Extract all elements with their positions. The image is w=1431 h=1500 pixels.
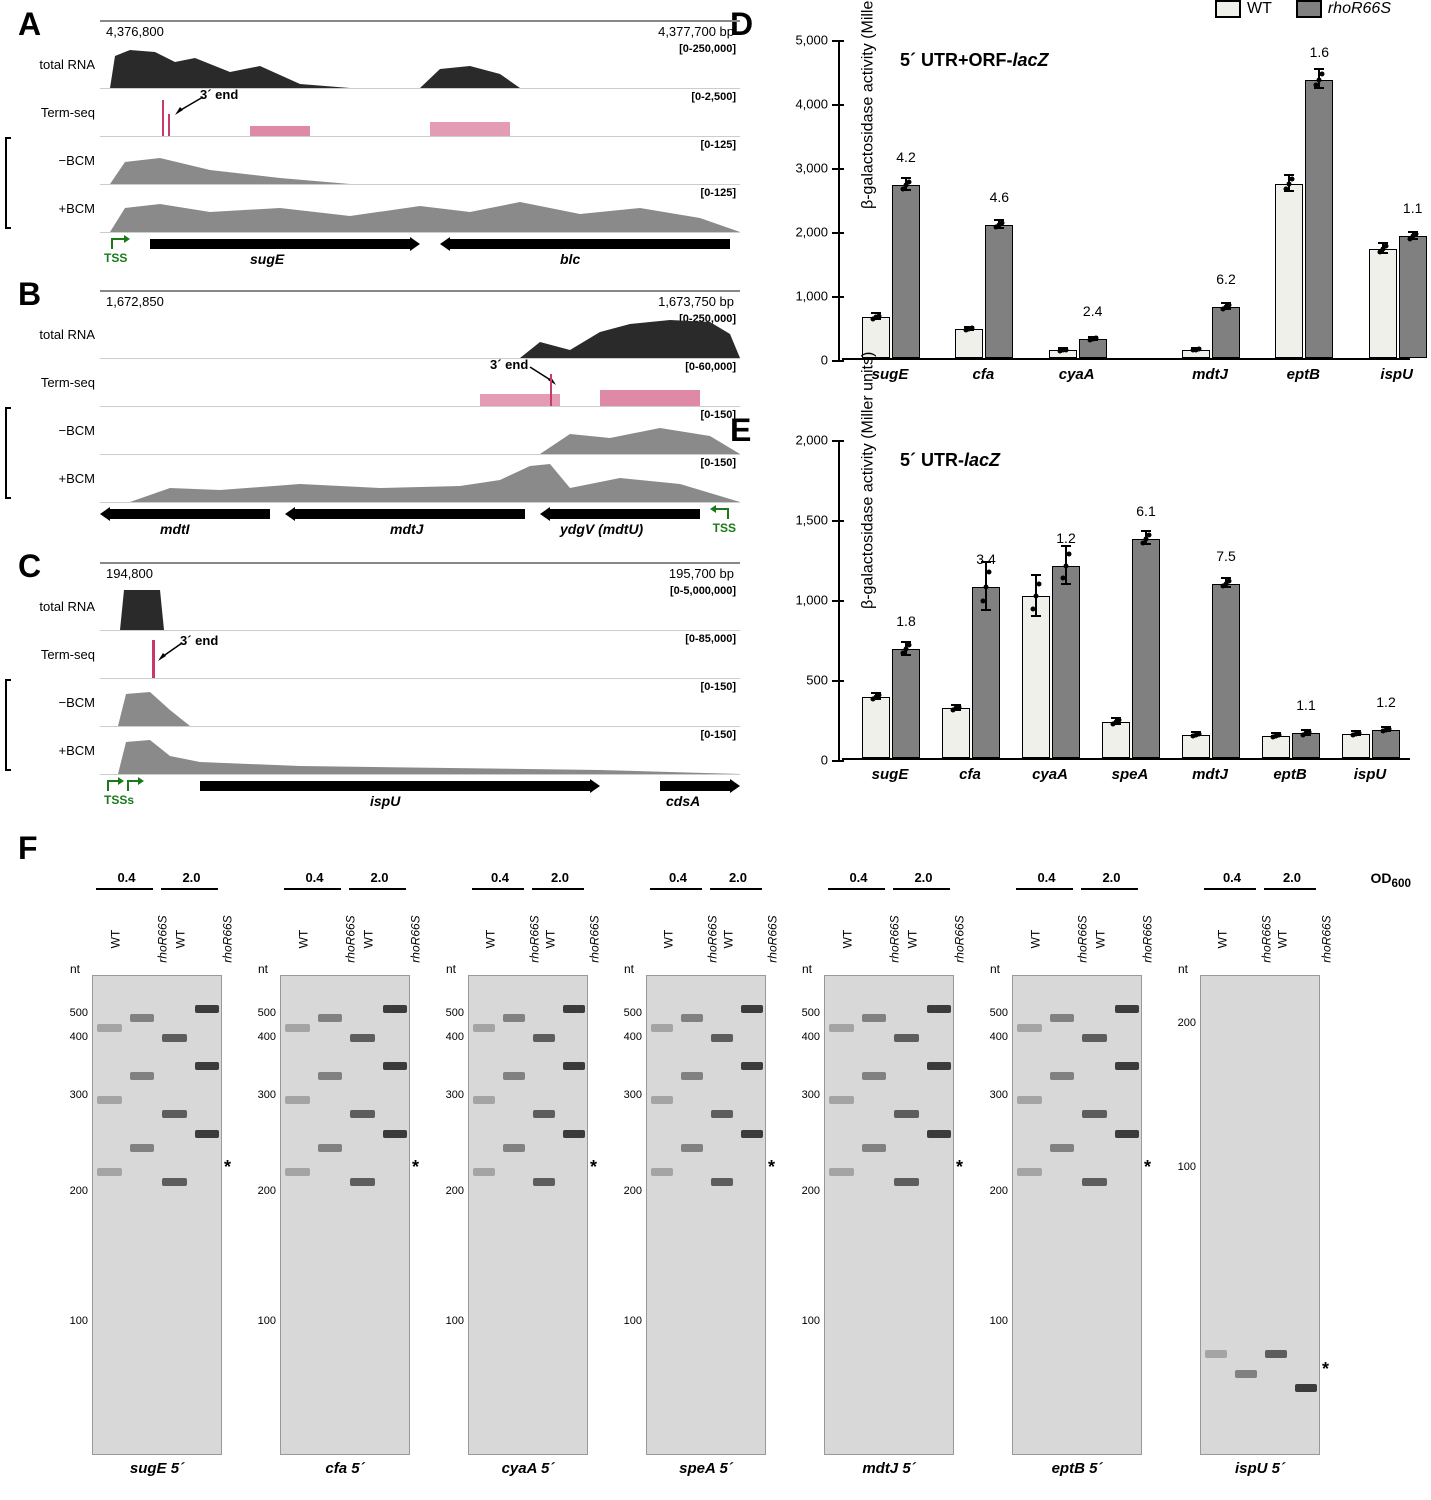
gene-annot-row: TSS sugE blc: [100, 233, 740, 267]
track-plus-bcm: +BCM [0-125]: [100, 185, 740, 233]
blot-mdtJ: 0.42.0WTrhoR66SWTrhoR66Snt50040030020010…: [782, 870, 962, 1490]
peaks-svg: [100, 44, 740, 88]
bar-wt: [1342, 734, 1370, 758]
peaks-svg: [100, 92, 740, 136]
chart-d: β-galactosidase activity (Miller units) …: [780, 40, 1410, 390]
plot-area: 4.2sugE4.6cfa2.4cyaA6.2mdtJ1.6eptB1.1isp…: [842, 40, 1410, 360]
genome-panel-c: 194,800 195,700 bp total RNA [0-5,000,00…: [100, 562, 740, 809]
bar-mut: [892, 649, 920, 758]
od-label: OD600: [1371, 870, 1411, 890]
bar-mut: [1212, 307, 1240, 358]
panel-label-f: F: [18, 830, 38, 867]
genome-panel-a: 4,376,800 4,377,700 bp total RNA [0-250,…: [100, 20, 740, 267]
bar-mut: [1305, 80, 1333, 358]
bar-wt: [1102, 722, 1130, 758]
tss-arrow-icon: [110, 235, 130, 251]
legend-box-wt: [1215, 0, 1241, 18]
blot-speA: 0.42.0WTrhoR66SWTrhoR66Snt50040030020010…: [604, 870, 774, 1490]
bar-mut: [892, 185, 920, 358]
chart-e: β-galactosidase activity (Miller units) …: [780, 440, 1410, 790]
bar-wt: [1369, 249, 1397, 358]
bar-wt: [1262, 736, 1290, 758]
bar-mut: [1052, 566, 1080, 758]
bar-mut: [1212, 584, 1240, 758]
y-axis: β-galactosidase activity (Miller units) …: [780, 40, 840, 360]
bar-mut: [1292, 733, 1320, 758]
bar-wt: [1022, 596, 1050, 758]
bar-wt: [955, 329, 983, 358]
coord-start: 4,376,800: [106, 24, 164, 39]
blot-cfa: 0.42.0WTrhoR66SWTrhoR66Snt50040030020010…: [238, 870, 418, 1490]
bar-mut: [1079, 339, 1107, 358]
blot-sugE: 0.42.0WTrhoR66SWTrhoR66Snt50040030020010…: [50, 870, 230, 1490]
blot-ispU: 0.42.0WTrhoR66SWTrhoR66Snt200100*ispU 5´: [1158, 870, 1328, 1490]
blot-cyaA: 0.42.0WTrhoR66SWTrhoR66Snt50040030020010…: [426, 870, 596, 1490]
track-minus-bcm: −BCM [0-125]: [100, 137, 740, 185]
legend: WT rhoR66S: [1215, 0, 1391, 18]
bar-mut: [1399, 236, 1427, 358]
bar-mut: [1132, 539, 1160, 758]
bar-wt: [942, 708, 970, 758]
bar-mut: [972, 587, 1000, 758]
bar-wt: [1275, 184, 1303, 358]
bar-wt: [1182, 735, 1210, 758]
coord-end: 4,377,700 bp: [658, 24, 734, 39]
panel-label-b: B: [18, 276, 41, 313]
legend-box-mut: [1296, 0, 1322, 18]
blot-row: 0.42.0WTrhoR66SWTrhoR66Snt50040030020010…: [50, 870, 1328, 1490]
bar-mut: [985, 225, 1013, 358]
blot-eptB: 0.42.0WTrhoR66SWTrhoR66Snt50040030020010…: [970, 870, 1150, 1490]
genome-panel-b: 1,672,850 1,673,750 bp total RNA [0-250,…: [100, 290, 740, 537]
panel-label-a: A: [18, 6, 41, 43]
panel-label-c: C: [18, 548, 41, 585]
track-total-rna: total RNA [0-250,000]: [100, 41, 740, 89]
track-termseq: Term-seq [0-2,500] 3´ end: [100, 89, 740, 137]
coord-row: 4,376,800 4,377,700 bp: [100, 22, 740, 41]
direct-bracket: [5, 137, 11, 229]
bar-wt: [862, 697, 890, 758]
bar-mut: [1372, 730, 1400, 758]
